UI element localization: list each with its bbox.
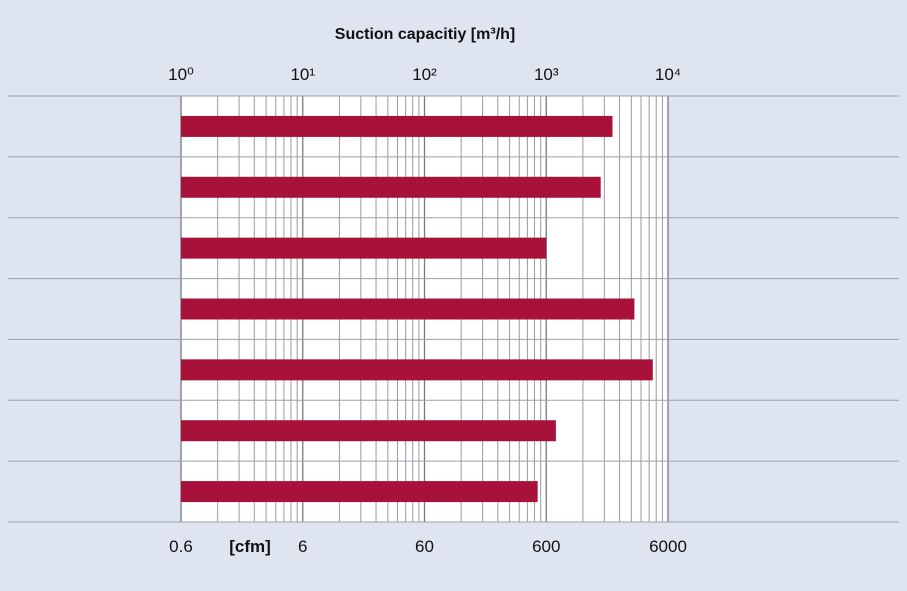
bar xyxy=(181,420,556,442)
bar xyxy=(181,298,635,320)
top-tick-label: 10⁴ xyxy=(655,65,681,84)
bars xyxy=(181,115,653,503)
bottom-tick-label: 6 xyxy=(298,537,307,556)
chart-title: Suction capacitiy [m³/h] xyxy=(335,26,515,43)
bottom-tick-label: 0.6 xyxy=(169,537,193,556)
bottom-axis-unit: [cfm] xyxy=(229,537,271,556)
bar xyxy=(181,237,547,259)
bottom-tick-label: 600 xyxy=(532,537,560,556)
bar xyxy=(181,481,538,503)
bottom-axis-ticks: 0.6 6 60 600 6000 xyxy=(169,537,687,556)
bar xyxy=(181,115,613,137)
row-separators xyxy=(8,95,899,523)
top-axis-ticks: 10⁰ 10¹ 10² 10³ 10⁴ xyxy=(168,65,681,84)
bottom-tick-label: 6000 xyxy=(649,537,687,556)
top-tick-label: 10⁰ xyxy=(168,65,194,84)
top-tick-label: 10³ xyxy=(534,65,559,84)
bar xyxy=(181,176,601,198)
top-tick-label: 10¹ xyxy=(290,65,315,84)
bottom-tick-label: 60 xyxy=(415,537,434,556)
top-tick-label: 10² xyxy=(412,65,437,84)
bar xyxy=(181,359,653,381)
